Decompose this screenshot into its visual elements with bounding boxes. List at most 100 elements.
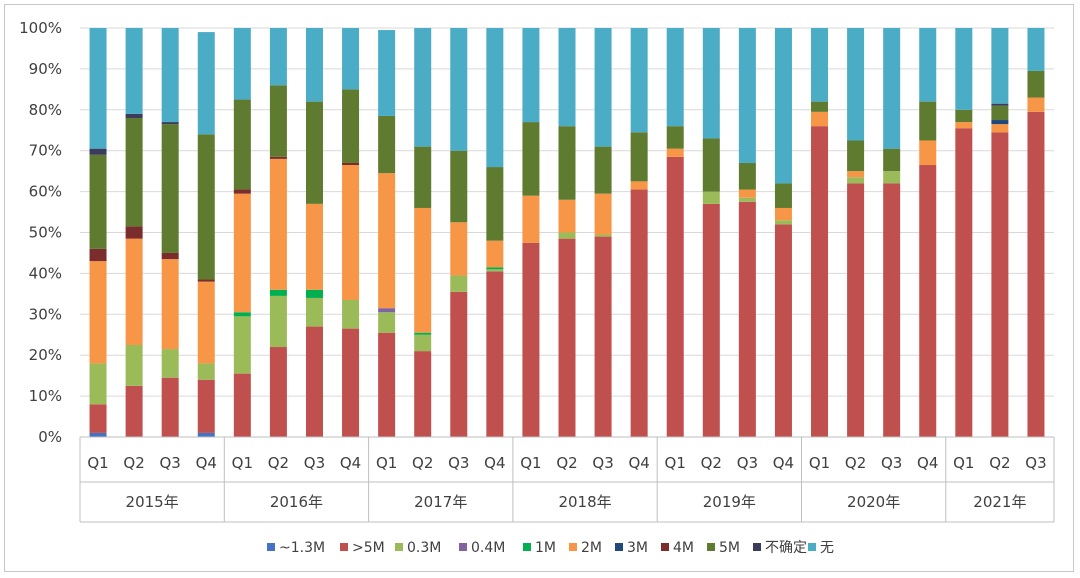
- bar-stack: [414, 28, 432, 437]
- x-tick-label: Q1: [665, 454, 686, 472]
- bar-segment: [522, 28, 540, 123]
- y-tick-label: 70%: [29, 142, 62, 160]
- y-tick-label: 0%: [38, 428, 62, 446]
- bar-segment: [125, 28, 143, 114]
- bar-segment: [594, 236, 612, 437]
- x-tick-label: Q4: [484, 454, 505, 472]
- bar-segment: [161, 259, 179, 350]
- bar-segment: [666, 126, 684, 149]
- bar-stack: [774, 28, 792, 437]
- bar-segment: [233, 373, 251, 437]
- bar-segment: [486, 267, 504, 270]
- y-tick-label: 40%: [29, 264, 62, 282]
- bar-segment: [378, 30, 396, 116]
- x-tick-label: Q2: [412, 454, 433, 472]
- x-tick-label: Q2: [845, 454, 866, 472]
- bar-segment: [738, 197, 756, 202]
- bar-segment: [486, 240, 504, 268]
- bar-segment: [378, 332, 396, 437]
- bar-stack: [847, 28, 865, 437]
- bar-segment: [89, 363, 107, 405]
- bar-segment: [630, 28, 648, 133]
- legend-label: 4M: [673, 540, 694, 556]
- bar-segment: [630, 189, 648, 437]
- bar-stack: [738, 28, 756, 437]
- bar-segment: [161, 28, 179, 123]
- x-tick-label: Q3: [304, 454, 325, 472]
- legend-label: 5M: [719, 540, 740, 556]
- bar-segment: [955, 122, 973, 129]
- x-tick-label: Q3: [448, 454, 469, 472]
- x-tick-label: Q2: [989, 454, 1010, 472]
- legend-label: 0.3M: [407, 540, 441, 556]
- x-tick-label: Q4: [628, 454, 649, 472]
- bar-segment: [522, 242, 540, 437]
- bar-segment: [342, 299, 360, 329]
- group-label: 2018年: [558, 493, 611, 511]
- y-tick-label: 30%: [29, 305, 62, 323]
- bars: [89, 28, 1045, 438]
- legend-item: >5M: [340, 540, 385, 556]
- bar-stack: [883, 28, 901, 437]
- bar-segment: [269, 289, 287, 296]
- legend-swatch: [615, 543, 623, 551]
- x-tick-label: Q2: [556, 454, 577, 472]
- bar-segment: [1027, 70, 1045, 98]
- legend-label: 3M: [627, 540, 648, 556]
- x-tick-label: Q1: [376, 454, 397, 472]
- bar-segment: [305, 297, 323, 327]
- bar-segment: [955, 128, 973, 437]
- bar-segment: [269, 347, 287, 437]
- x-tick-label: Q2: [701, 454, 722, 472]
- group-label: 2019年: [703, 493, 756, 511]
- bar-segment: [414, 28, 432, 147]
- legend-swatch: [395, 543, 403, 551]
- bar-segment: [378, 308, 396, 313]
- x-tick-label: Q4: [340, 454, 361, 472]
- bar-stack: [161, 28, 179, 437]
- bar-segment: [774, 207, 792, 221]
- bar-segment: [702, 28, 720, 139]
- bar-segment: [738, 189, 756, 198]
- bar-segment: [450, 291, 468, 437]
- group-label: 2017年: [414, 493, 467, 511]
- bar-segment: [233, 193, 251, 313]
- bar-stack: [702, 28, 720, 437]
- bar-segment: [450, 28, 468, 151]
- legend-item: 3M: [615, 540, 648, 556]
- bar-segment: [305, 203, 323, 290]
- legend-item: 不确定: [753, 540, 807, 556]
- bar-segment: [811, 28, 829, 102]
- y-tick-label: 20%: [29, 346, 62, 364]
- bar-segment: [1027, 28, 1045, 71]
- bar-segment: [342, 165, 360, 300]
- legend-label: 不确定: [765, 540, 807, 556]
- bar-segment: [991, 124, 1009, 133]
- bar-segment: [342, 328, 360, 437]
- bar-segment: [991, 132, 1009, 438]
- bar-segment: [233, 189, 251, 194]
- bar-segment: [919, 165, 937, 437]
- bar-segment: [89, 248, 107, 262]
- bar-stack: [342, 28, 360, 437]
- bar-segment: [89, 148, 107, 155]
- y-tick-label: 50%: [29, 224, 62, 242]
- bar-stack: [594, 28, 612, 437]
- bar-segment: [197, 363, 215, 380]
- bar-stack: [991, 28, 1009, 438]
- bar-segment: [378, 115, 396, 174]
- bar-segment: [883, 28, 901, 149]
- x-tick-label: Q3: [881, 454, 902, 472]
- bar-segment: [991, 105, 1009, 121]
- bar-segment: [125, 226, 143, 239]
- bar-segment: [594, 146, 612, 194]
- bar-segment: [666, 156, 684, 437]
- bar-segment: [269, 295, 287, 348]
- bar-stack: [450, 28, 468, 437]
- bar-segment: [161, 122, 179, 125]
- legend-label: 2M: [581, 540, 602, 556]
- bar-segment: [811, 101, 829, 112]
- bar-segment: [269, 28, 287, 86]
- bar-segment: [883, 171, 901, 184]
- bar-segment: [269, 158, 287, 290]
